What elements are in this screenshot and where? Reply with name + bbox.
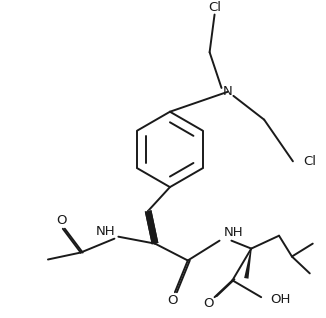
Text: OH: OH	[270, 293, 290, 306]
Text: Cl: Cl	[303, 155, 316, 168]
Text: NH: NH	[224, 226, 243, 239]
Text: NH: NH	[96, 225, 115, 238]
Text: Cl: Cl	[208, 1, 221, 14]
Text: O: O	[203, 297, 214, 310]
Text: N: N	[223, 86, 232, 98]
Polygon shape	[244, 248, 252, 279]
Text: O: O	[57, 214, 67, 227]
Text: O: O	[168, 294, 178, 307]
Polygon shape	[146, 211, 156, 244]
